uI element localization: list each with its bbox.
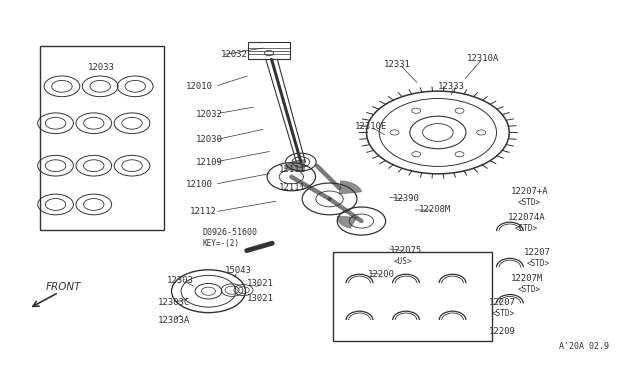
Text: 122075: 122075 xyxy=(390,246,422,255)
Text: <STD>: <STD> xyxy=(518,285,541,294)
Text: <STD>: <STD> xyxy=(515,224,538,233)
Text: 12033: 12033 xyxy=(88,63,115,72)
Text: 12111: 12111 xyxy=(278,183,305,192)
Text: 12333: 12333 xyxy=(438,82,465,91)
Text: 12109: 12109 xyxy=(196,157,223,167)
Text: 12200: 12200 xyxy=(368,270,395,279)
Text: 12207: 12207 xyxy=(524,248,551,257)
Text: 12209: 12209 xyxy=(489,327,516,336)
Text: D0926-51600: D0926-51600 xyxy=(202,228,257,237)
Text: <STD>: <STD> xyxy=(527,259,550,268)
Text: KEY=-(2): KEY=-(2) xyxy=(202,239,239,248)
Text: <STD>: <STD> xyxy=(492,309,515,318)
Text: 12112: 12112 xyxy=(189,207,216,217)
Text: <US>: <US> xyxy=(394,257,412,266)
Text: 12303: 12303 xyxy=(167,276,194,285)
Bar xyxy=(40,46,164,230)
Text: 15043: 15043 xyxy=(225,266,252,275)
Wedge shape xyxy=(337,216,357,228)
Text: 12111: 12111 xyxy=(278,165,305,174)
Text: 12207M: 12207M xyxy=(511,274,543,283)
Text: 12310E: 12310E xyxy=(355,122,387,131)
Text: 13021: 13021 xyxy=(246,294,273,303)
Text: 12390: 12390 xyxy=(394,195,420,203)
Text: 12303A: 12303A xyxy=(157,316,189,325)
Wedge shape xyxy=(339,181,362,194)
Text: 12208M: 12208M xyxy=(419,205,451,215)
Text: 12331: 12331 xyxy=(384,60,411,69)
Text: <STD>: <STD> xyxy=(518,198,541,207)
Text: 12100: 12100 xyxy=(186,180,213,189)
Text: A'20A 02.9: A'20A 02.9 xyxy=(559,342,609,351)
Text: 12207+A: 12207+A xyxy=(511,187,548,196)
Bar xyxy=(333,253,492,341)
Text: 12207: 12207 xyxy=(489,298,516,307)
Text: 12310A: 12310A xyxy=(467,54,499,63)
Text: 12032: 12032 xyxy=(196,109,223,119)
Text: 12010: 12010 xyxy=(186,82,213,91)
Text: 12303C: 12303C xyxy=(157,298,189,307)
Text: 12032: 12032 xyxy=(221,51,248,60)
Text: 12030: 12030 xyxy=(196,135,223,144)
Wedge shape xyxy=(284,160,305,172)
Text: FRONT: FRONT xyxy=(45,282,81,292)
Text: 13021: 13021 xyxy=(246,279,273,288)
Bar xyxy=(248,42,290,60)
Text: 122074A: 122074A xyxy=(508,213,546,222)
